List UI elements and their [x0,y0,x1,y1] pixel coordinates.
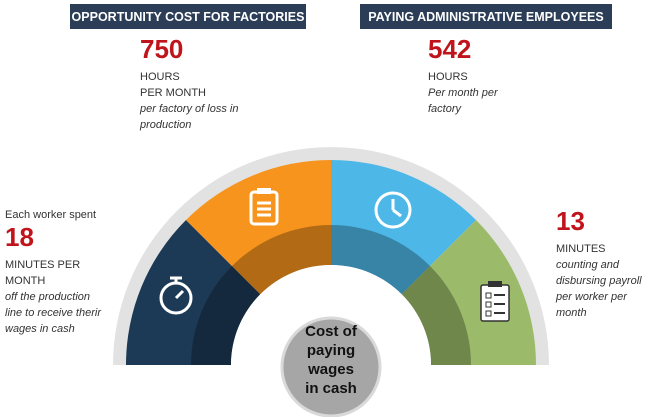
center-text: in cash [305,380,357,397]
stat-description: production [139,119,191,131]
stat-description: month [556,307,587,319]
stat-description: Per month per [428,87,499,99]
segment [401,220,536,365]
center-text: Cost of [305,323,358,340]
header-right: PAYING ADMINISTRATIVE EMPLOYEES [368,10,603,24]
stat-description: line to receive therir [5,307,102,319]
stat-value: 18 [5,222,34,252]
stopwatch-icon [159,276,193,315]
intro-text: Each worker spent [5,209,96,221]
inner-hole [231,265,431,365]
segment [186,159,331,295]
stat-description: counting and [556,259,620,271]
stat-unit: PER MONTH [140,87,206,99]
stat-unit: HOURS [140,71,180,83]
stat-unit: MINUTES [556,243,606,255]
stat-description: factory [428,103,463,115]
stat-description: disbursing payroll [556,275,642,287]
header-box [70,4,306,29]
stat-value: 13 [556,206,585,236]
clipboard-icon [249,188,279,226]
stat-unit: MONTH [5,275,45,287]
stat-description: wages in cash [5,323,75,335]
checklist-icon [480,281,510,322]
center-text: paying [307,342,355,359]
inner-band [191,225,471,365]
stat-unit: MINUTES PER [5,259,80,271]
stat-value: 750 [140,34,183,64]
segment [331,159,476,295]
center-text: wages [307,361,354,378]
segment [125,220,261,365]
clock-icon [374,191,412,229]
stat-unit: HOURS [428,71,468,83]
stat-value: 542 [428,34,471,64]
stat-description: per factory of loss in [139,103,238,115]
center-circle [280,316,382,417]
stat-description: off the production [5,291,90,303]
header-left: OPPORTUNITY COST FOR FACTORIES [72,10,305,24]
stat-description: per worker per [555,291,628,303]
header-box [360,4,612,29]
